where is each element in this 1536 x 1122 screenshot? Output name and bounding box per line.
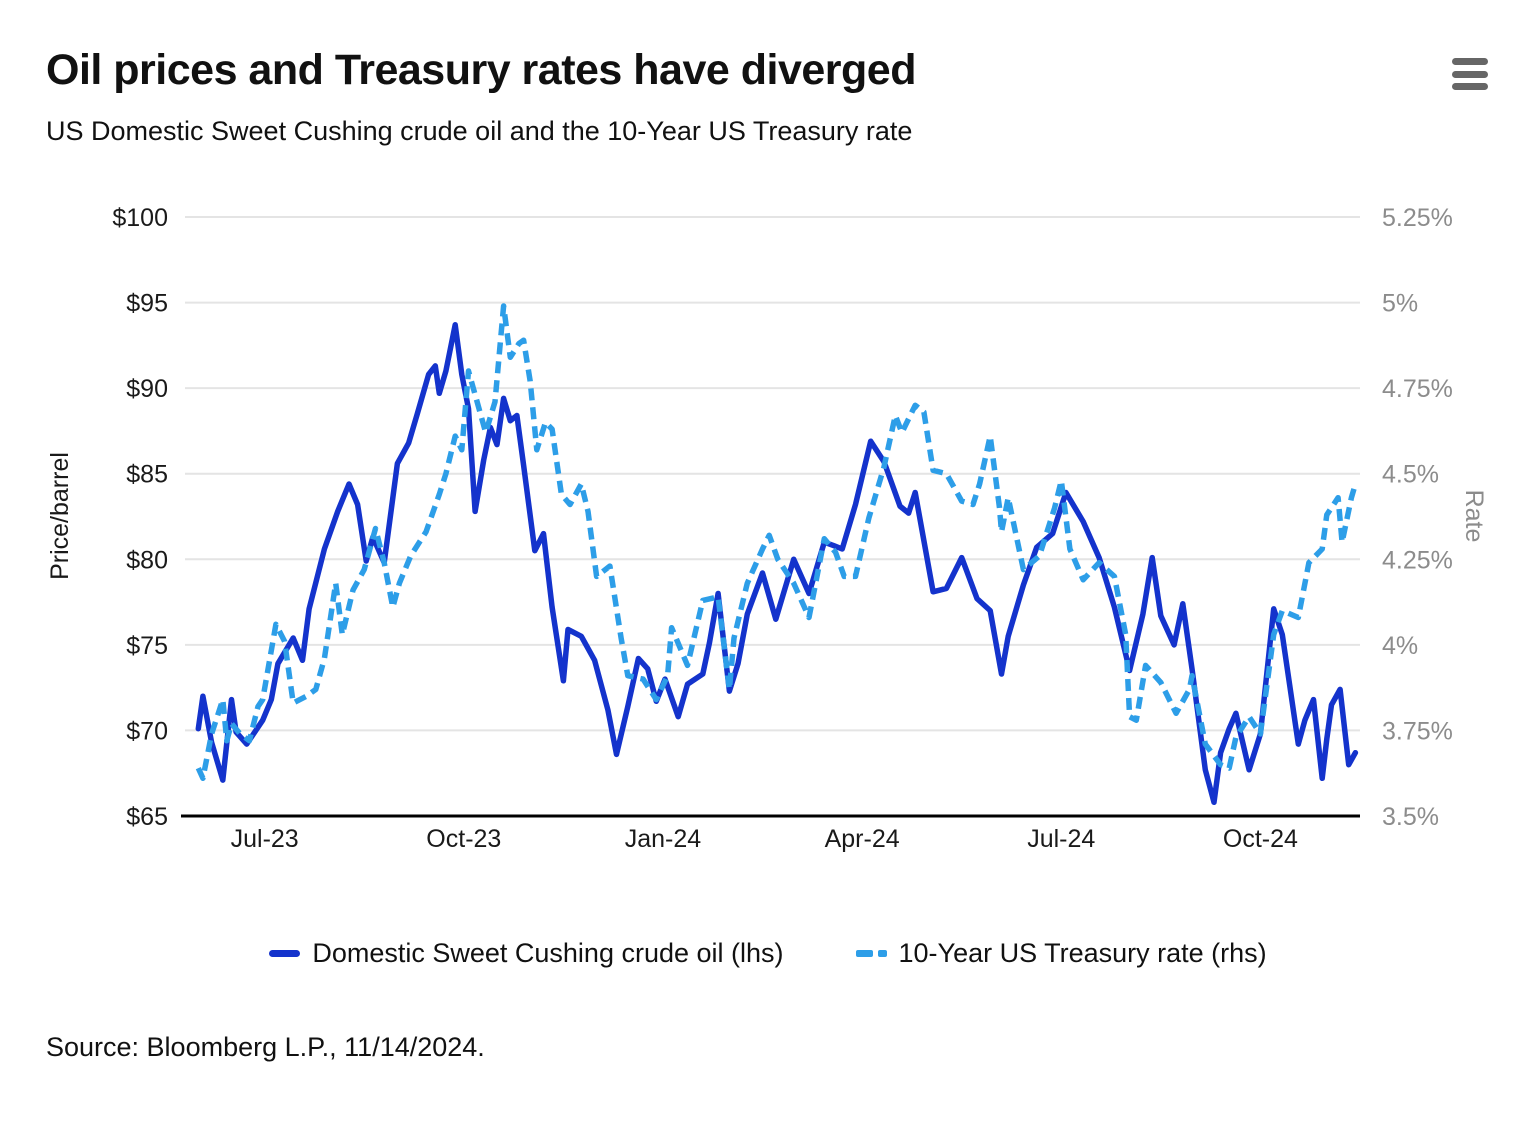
right-axis-tick-label: 3.5%	[1382, 803, 1439, 831]
right-axis-tick-label: 4%	[1382, 632, 1418, 660]
chart-legend: Domestic Sweet Cushing crude oil (lhs) 1…	[0, 938, 1536, 969]
right-axis-tick-label: 4.75%	[1382, 375, 1453, 403]
left-axis-tick-label: $75	[126, 632, 168, 660]
legend-label: 10-Year US Treasury rate (rhs)	[898, 938, 1267, 968]
dashed-line-swatch	[855, 950, 887, 957]
left-axis-tick-label: $95	[126, 290, 168, 318]
oil-price-line	[195, 322, 1359, 806]
source-note: Source: Bloomberg L.P., 11/14/2024.	[46, 1032, 485, 1062]
legend-item-crude-oil[interactable]: Domestic Sweet Cushing crude oil (lhs)	[269, 938, 784, 969]
x-axis-tick-label: Jan-24	[625, 825, 702, 853]
line-chart: $100 5.25% $95 5% $90 4.75% $85 4.5% $80 4.25% $75…	[46, 204, 1488, 853]
left-axis-tick-label: $80	[126, 546, 168, 574]
left-axis-tick-label: $70	[126, 717, 168, 745]
left-axis-tick-label: $100	[112, 204, 168, 232]
hamburger-bar	[1452, 58, 1488, 65]
page-title: Oil prices and Treasury rates have diver…	[46, 46, 916, 94]
solid-line-swatch	[269, 950, 301, 957]
right-axis-tick-label: 5.25%	[1382, 204, 1453, 232]
x-axis-tick-label: Jul-23	[231, 825, 299, 853]
hamburger-bar	[1452, 83, 1488, 90]
hamburger-menu-icon[interactable]	[1452, 58, 1488, 90]
left-axis-tick-label: $85	[126, 461, 168, 489]
right-axis-tick-label: 4.5%	[1382, 461, 1439, 489]
x-axis-tick-label: Oct-23	[426, 825, 501, 853]
hamburger-bar	[1452, 70, 1488, 78]
x-axis-tick-label: Oct-24	[1223, 825, 1298, 853]
right-axis-title: Rate	[1460, 490, 1488, 543]
left-axis-title: Price/barrel	[46, 452, 74, 580]
legend-label: Domestic Sweet Cushing crude oil (lhs)	[312, 938, 784, 968]
right-axis-tick-label: 4.25%	[1382, 546, 1453, 574]
left-axis-tick-label: $65	[126, 803, 168, 831]
left-axis-tick-label: $90	[126, 375, 168, 403]
treasury-rate-line	[195, 303, 1359, 782]
page-subtitle: US Domestic Sweet Cushing crude oil and …	[46, 116, 913, 146]
right-axis-tick-label: 3.75%	[1382, 717, 1453, 745]
x-axis-tick-label: Apr-24	[825, 825, 900, 853]
legend-item-treasury-rate[interactable]: 10-Year US Treasury rate (rhs)	[855, 938, 1267, 969]
right-axis-tick-label: 5%	[1382, 290, 1418, 318]
x-axis-tick-label: Jul-24	[1027, 825, 1095, 853]
